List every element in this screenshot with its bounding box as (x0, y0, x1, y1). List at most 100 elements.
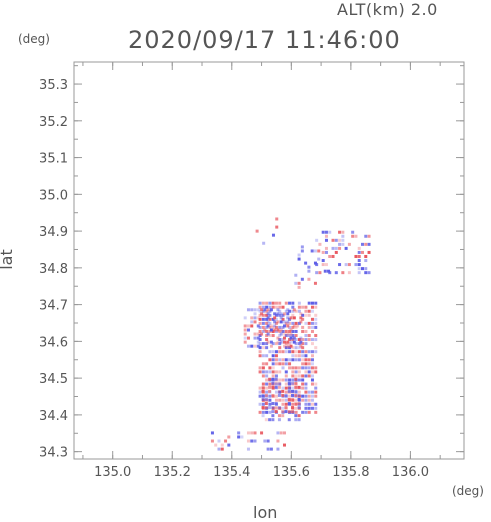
echo-cell (278, 301, 282, 305)
echo-cell (261, 410, 265, 414)
echo-cell (289, 328, 293, 332)
echo-cell (271, 414, 275, 418)
echo-cell (286, 320, 290, 324)
echo-cell (274, 406, 278, 410)
echo-cell (294, 385, 298, 389)
echo-cell (271, 362, 275, 366)
echo-cell (304, 329, 308, 333)
echo-cell (315, 271, 319, 275)
echo-cell (265, 309, 269, 313)
echo-cell (286, 344, 290, 348)
echo-cell (291, 313, 295, 317)
echo-cell (243, 316, 247, 320)
echo-cell (304, 382, 308, 386)
echo-cell (347, 242, 351, 246)
echo-cell (278, 305, 282, 309)
echo-cell (279, 316, 283, 320)
echo-cell (307, 366, 311, 370)
echo-cell (301, 398, 305, 402)
echo-cell (321, 259, 325, 263)
echo-cell (301, 342, 305, 346)
echo-cell (268, 377, 272, 381)
echo-cell (297, 354, 301, 358)
echo-cell (284, 329, 288, 333)
echo-cell (271, 410, 275, 414)
echo-cell (284, 402, 288, 406)
echo-cell (286, 308, 290, 312)
echo-cell (282, 312, 286, 316)
echo-cell (314, 338, 318, 342)
echo-cell (271, 325, 275, 329)
echo-cell (294, 377, 298, 381)
echo-cell (301, 313, 305, 317)
echo-cell (301, 325, 305, 329)
echo-cell (243, 332, 247, 336)
echo-cell (274, 362, 278, 366)
echo-cell (278, 346, 282, 350)
echo-cell (304, 321, 308, 325)
echo-cell (334, 271, 338, 275)
echo-cell (284, 370, 288, 374)
echo-cell (291, 370, 295, 374)
echo-cell (258, 301, 262, 305)
echo-cell (271, 233, 275, 237)
echo-cell (364, 254, 368, 258)
echo-cell (288, 342, 292, 346)
echo-cell (297, 281, 301, 285)
echo-cell (284, 374, 288, 378)
echo-cell (291, 398, 295, 402)
echo-cell (301, 350, 305, 354)
echo-cell (310, 317, 314, 321)
echo-cell (310, 329, 314, 333)
echo-cell (297, 406, 301, 410)
echo-cell (301, 329, 305, 333)
echo-cell (288, 394, 292, 398)
echo-cell (281, 389, 285, 393)
echo-cell (294, 366, 298, 370)
echo-cell (261, 385, 265, 389)
echo-cell (281, 378, 285, 382)
echo-cell (265, 374, 269, 378)
echo-cell (278, 390, 282, 394)
y-tick-label: 35.2 (39, 115, 68, 130)
echo-cell (282, 340, 286, 344)
echo-cell (324, 238, 328, 242)
echo-cell (246, 324, 250, 328)
echo-cell (310, 398, 314, 402)
echo-cell (243, 336, 247, 340)
echo-cell (338, 230, 342, 234)
echo-cell (294, 414, 298, 418)
echo-cell (277, 414, 281, 418)
echo-cell (237, 435, 241, 439)
echo-cell (250, 320, 254, 324)
echo-cell (264, 406, 268, 410)
echo-cell (307, 325, 311, 329)
echo-cell (260, 312, 264, 316)
echo-cell (294, 329, 298, 333)
echo-cell (294, 309, 298, 313)
echo-cell (324, 246, 328, 250)
echo-cell (253, 336, 257, 340)
echo-cell (304, 358, 308, 362)
echo-cell (250, 431, 254, 435)
echo-cell (341, 238, 345, 242)
echo-cell (287, 410, 291, 414)
echo-cell (289, 336, 293, 340)
echo-cell (288, 358, 292, 362)
echo-cell (265, 370, 269, 374)
echo-cell (304, 305, 308, 309)
echo-cell (266, 320, 270, 324)
echo-cell (297, 402, 301, 406)
echo-cell (256, 316, 260, 320)
echo-cell (291, 354, 295, 358)
echo-cell (297, 378, 301, 382)
echo-cell (291, 321, 295, 325)
echo-cell (261, 394, 265, 398)
echo-cell (271, 374, 275, 378)
echo-cell (304, 313, 308, 317)
echo-cell (258, 321, 262, 325)
echo-cell (281, 358, 285, 362)
echo-cell (227, 435, 231, 439)
y-tick-label: 34.4 (39, 409, 68, 424)
echo-cell (281, 398, 285, 402)
